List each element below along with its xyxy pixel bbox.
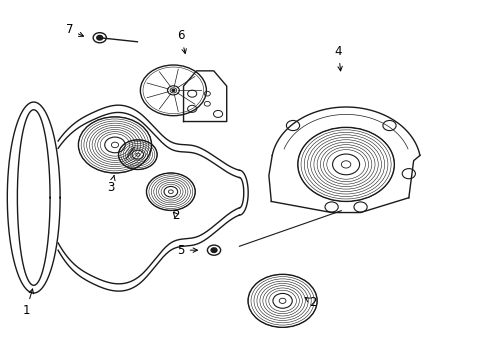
- Text: 2: 2: [305, 296, 316, 309]
- Text: 7: 7: [65, 23, 83, 36]
- Text: 6: 6: [177, 29, 186, 53]
- Circle shape: [211, 248, 217, 252]
- Text: 1: 1: [22, 289, 33, 317]
- Circle shape: [97, 35, 102, 40]
- Text: 5: 5: [177, 244, 197, 257]
- Text: 4: 4: [334, 45, 342, 71]
- Text: 2: 2: [172, 208, 179, 222]
- Circle shape: [172, 89, 174, 91]
- Text: 3: 3: [107, 176, 115, 194]
